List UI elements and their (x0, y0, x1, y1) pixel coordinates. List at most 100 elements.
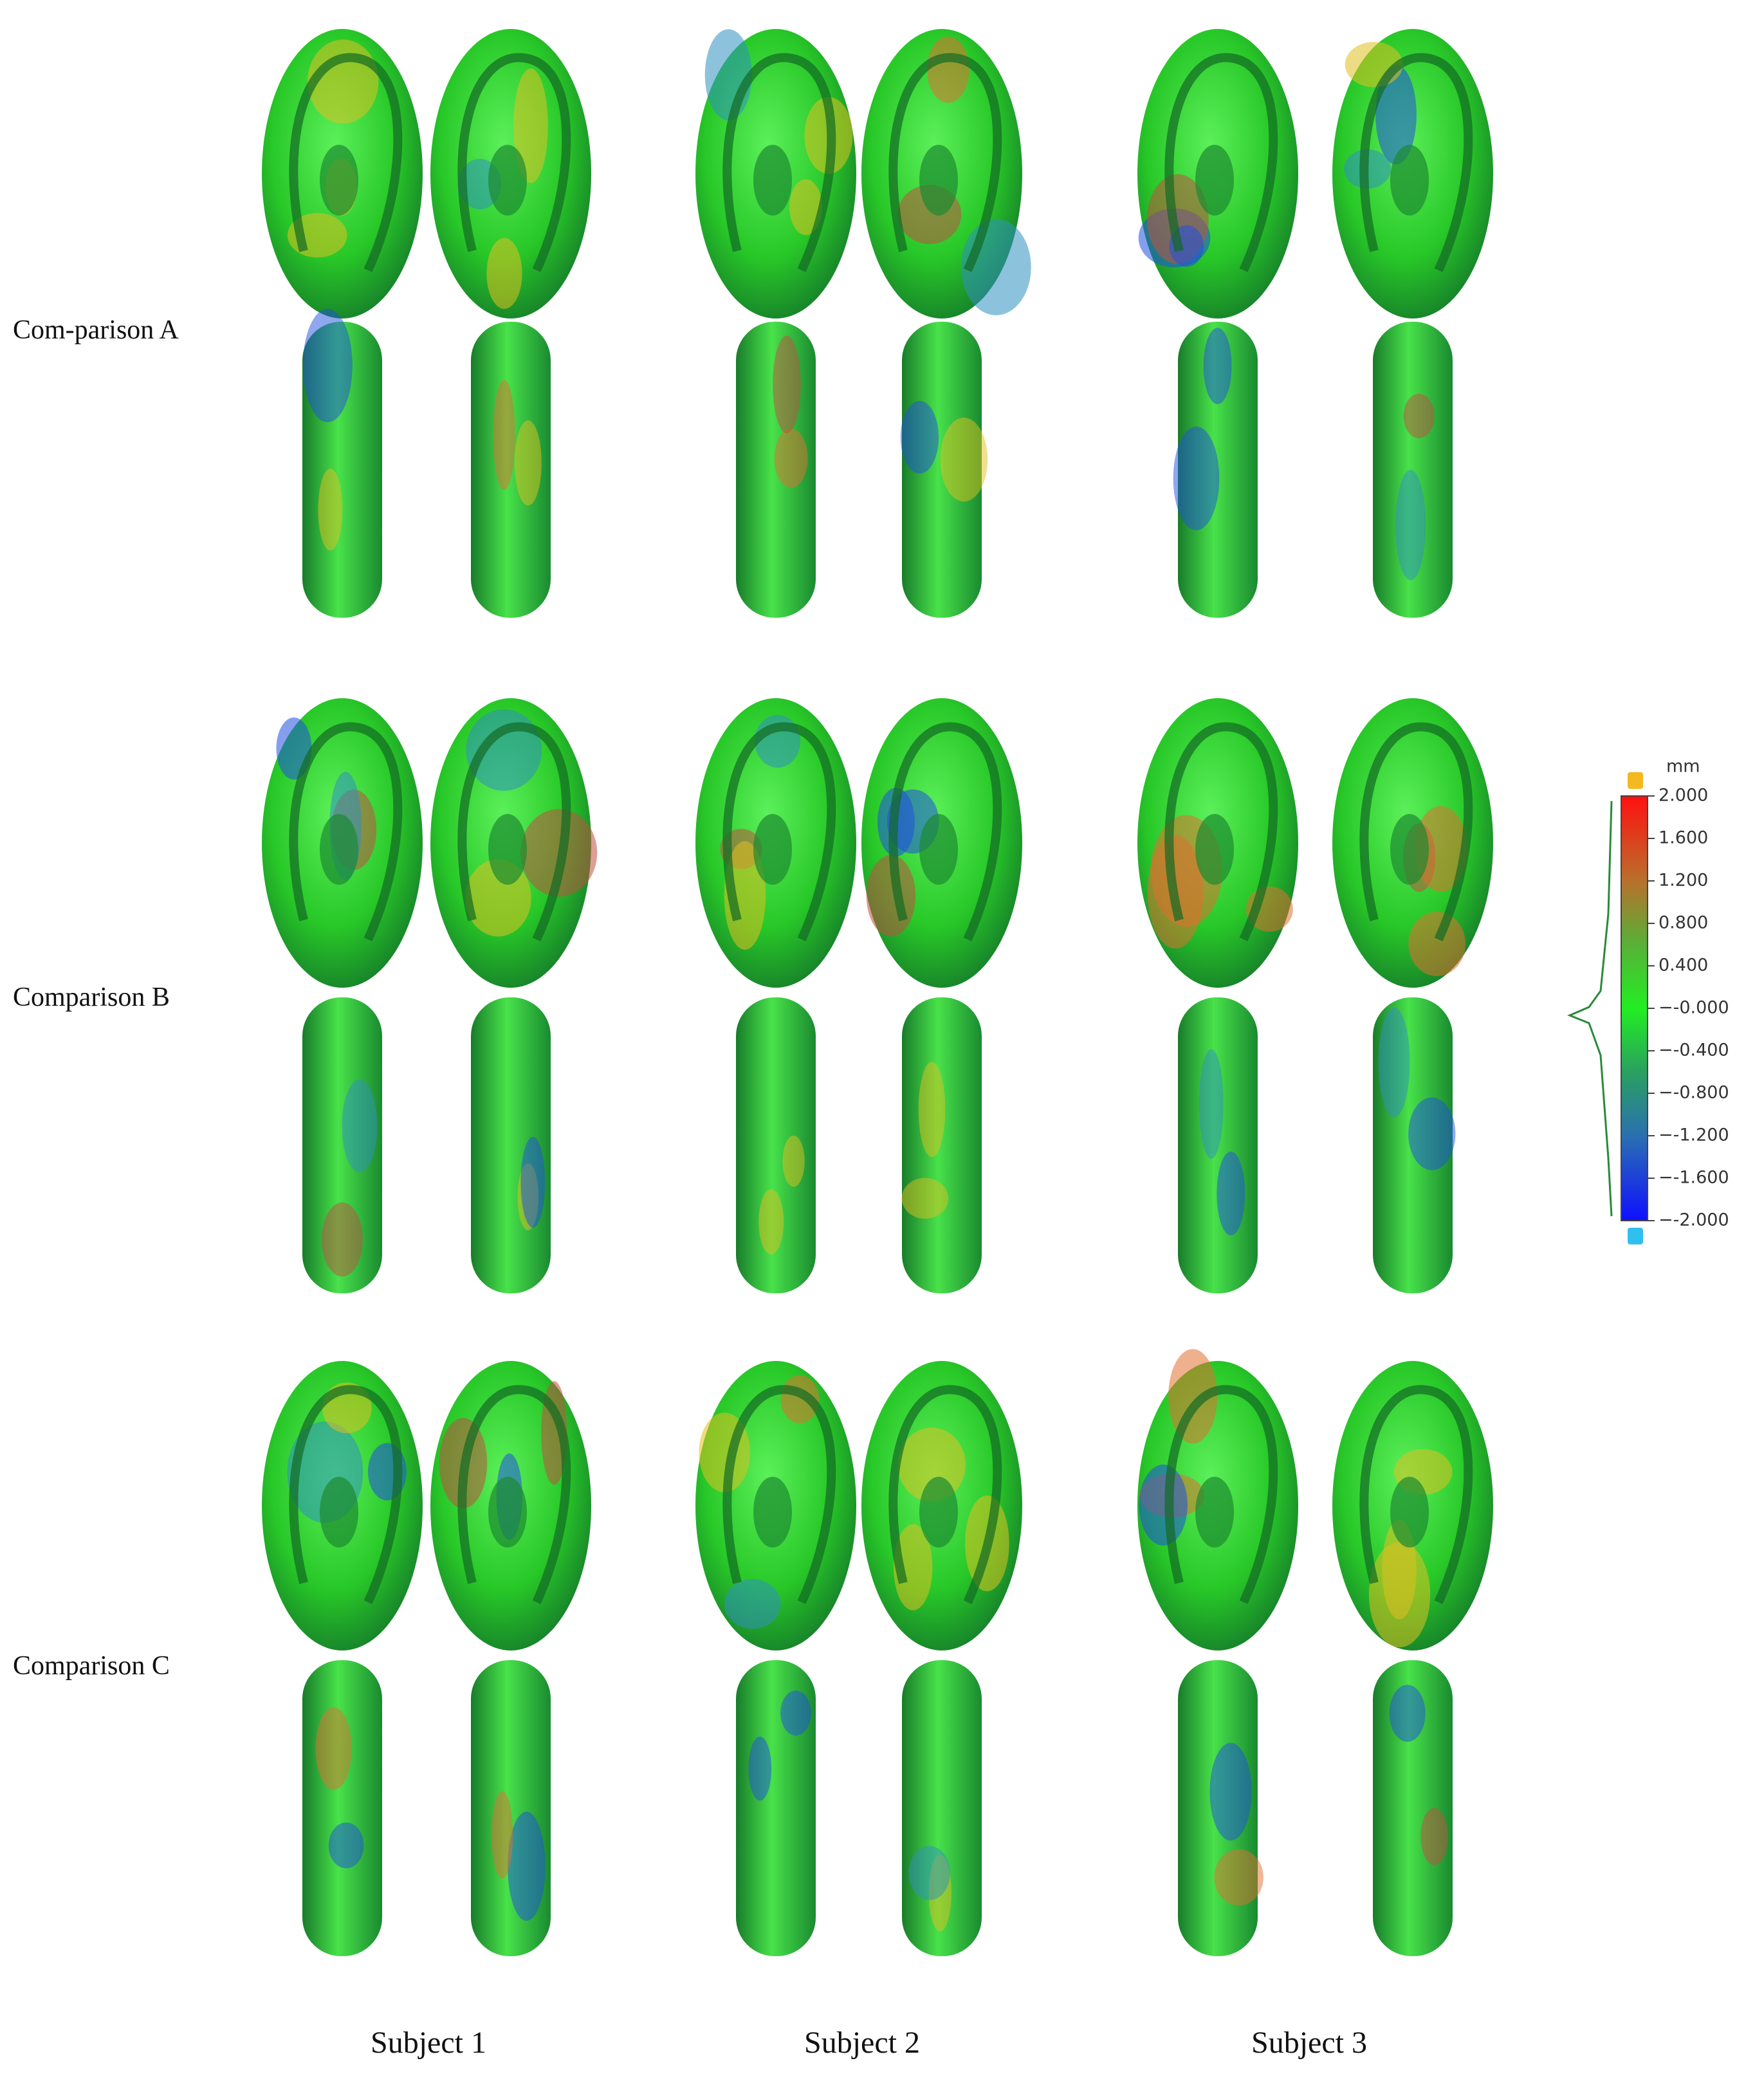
concha (1390, 814, 1429, 885)
ear-side (1178, 1660, 1263, 1956)
side-surface (736, 997, 816, 1293)
helix (457, 722, 571, 941)
helix (289, 722, 403, 941)
ear-side (1373, 997, 1456, 1293)
deviation-patch (486, 237, 522, 310)
deviation-patch (508, 1811, 546, 1921)
concha (753, 814, 792, 885)
ear-side (302, 997, 382, 1293)
ear-side (302, 1660, 382, 1956)
ear-front (1137, 698, 1298, 988)
ear-front (695, 698, 856, 988)
tick-label: 2.000 (1658, 786, 1708, 806)
deviation-patch (926, 36, 969, 103)
deviation-patch (1173, 426, 1220, 530)
deviation-patch (748, 1736, 772, 1801)
deviation-patch (302, 308, 353, 423)
deviation-patch (1378, 1007, 1410, 1118)
deviation-patch (1203, 328, 1232, 405)
ear-side (1173, 322, 1258, 618)
ear-front (861, 1361, 1022, 1651)
deviation-patch (1217, 1151, 1245, 1235)
ear-front (861, 698, 1022, 988)
ear-side (1373, 322, 1453, 618)
ear-front (430, 29, 591, 319)
helix (289, 53, 403, 272)
upper-marker (1628, 772, 1643, 789)
side-surface (1373, 322, 1453, 618)
lower-marker (1628, 1228, 1643, 1244)
deviation-patch (513, 68, 548, 183)
ear-side (902, 1660, 982, 1956)
ear-front (430, 1361, 591, 1651)
deviation-patch (724, 841, 766, 950)
ear-front (1332, 29, 1493, 319)
helix (1359, 722, 1473, 941)
concha (1390, 145, 1429, 216)
tick-label: 0.800 (1658, 913, 1708, 933)
helix (289, 1385, 403, 1604)
column-label: Subject 1 (371, 2026, 486, 2060)
deviation-patch (782, 1135, 805, 1187)
tick-label: −-0.400 (1658, 1040, 1729, 1060)
helix (1164, 1385, 1278, 1604)
deviation-patch (780, 1690, 811, 1736)
helix (457, 1385, 571, 1604)
tick-label: −-1.600 (1658, 1168, 1729, 1188)
deviation-patch (1214, 1849, 1263, 1906)
helix (722, 1385, 836, 1604)
concha (919, 1477, 958, 1548)
helix (888, 722, 1002, 941)
helix (1164, 722, 1278, 941)
deviation-patch (774, 429, 808, 488)
ear-side (302, 308, 382, 618)
ear-side (901, 997, 982, 1293)
deviation-patch (1209, 1743, 1252, 1841)
ear-front (1137, 1349, 1298, 1651)
concha (488, 1477, 527, 1548)
deviation-patch (315, 1707, 352, 1790)
tick-label: −-2.000 (1658, 1210, 1729, 1230)
ear-side (1373, 1660, 1453, 1956)
deviation-patch (1389, 1685, 1426, 1742)
row-label: Comparison B (13, 983, 170, 1012)
tick-label: 1.600 (1658, 828, 1708, 848)
ear-front (1332, 698, 1493, 988)
helix (888, 53, 1002, 272)
concha (919, 145, 958, 216)
ear-side (736, 997, 816, 1293)
side-surface (902, 997, 982, 1293)
ear-front (861, 29, 1031, 319)
concha (1390, 1477, 1429, 1548)
ear-side (1178, 997, 1258, 1293)
deviation-patch (321, 1202, 363, 1277)
concha (488, 145, 527, 216)
deviation-patch (493, 380, 515, 490)
deviation-patch (901, 1178, 949, 1219)
tick-label: −-0.000 (1658, 998, 1729, 1018)
ear-front (262, 698, 423, 988)
helix (1359, 1385, 1473, 1604)
side-surface (1373, 1660, 1453, 1956)
tick-label: 1.200 (1658, 871, 1708, 891)
histogram (1567, 800, 1613, 1217)
ear-front (695, 29, 856, 319)
helix (722, 722, 836, 941)
deviation-patch (342, 1079, 378, 1172)
deviation-patch (492, 1791, 513, 1879)
ear-front (262, 1361, 423, 1651)
deviation-patch (918, 1062, 946, 1158)
deviation-patch (724, 1579, 781, 1629)
color-bar: mm 2.000 1.600 1.200 0.800 0.400 −-0.000 −-0.4… (1567, 757, 1729, 1244)
deviation-patch (328, 1822, 364, 1869)
row-label: Comparison C (13, 1651, 170, 1681)
tick-label: −-1.200 (1658, 1125, 1729, 1145)
deviation-patch (1395, 470, 1426, 580)
concha (320, 1477, 358, 1548)
side-surface (471, 1660, 551, 1956)
tick-label: 0.400 (1658, 956, 1708, 976)
deviation-patch (940, 418, 988, 502)
ear-side (471, 1660, 551, 1956)
ear-side (471, 997, 551, 1293)
